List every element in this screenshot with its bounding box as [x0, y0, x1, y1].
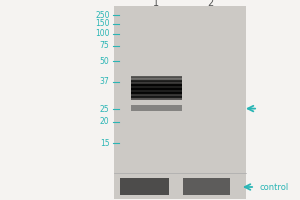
Bar: [183, 178, 230, 195]
Text: 250: 250: [95, 10, 109, 20]
Bar: [130, 76, 182, 78]
Bar: [130, 88, 182, 89]
Bar: [130, 96, 182, 98]
Bar: [130, 94, 182, 95]
Bar: [130, 77, 182, 78]
Bar: [130, 79, 182, 80]
Bar: [130, 88, 182, 90]
Bar: [130, 80, 182, 81]
Text: 1: 1: [153, 0, 159, 8]
Text: 50: 50: [100, 56, 110, 66]
Bar: [130, 99, 182, 100]
Text: 150: 150: [95, 20, 109, 28]
Bar: [130, 105, 182, 111]
Bar: [130, 92, 182, 94]
Bar: [130, 93, 182, 94]
Bar: [130, 86, 182, 87]
Bar: [130, 87, 182, 88]
Bar: [130, 85, 182, 86]
Bar: [130, 80, 182, 82]
Text: 20: 20: [100, 117, 110, 127]
Text: 75: 75: [100, 42, 110, 50]
Bar: [130, 89, 182, 90]
Bar: [120, 178, 169, 195]
Bar: [130, 84, 182, 85]
Bar: [130, 98, 182, 99]
Bar: [130, 83, 182, 84]
Text: 2: 2: [207, 0, 213, 8]
Bar: [130, 91, 182, 92]
Bar: [130, 90, 182, 91]
Bar: [130, 92, 182, 93]
Bar: [130, 95, 182, 96]
Text: 15: 15: [100, 138, 110, 148]
Text: 37: 37: [100, 77, 110, 86]
Bar: [130, 96, 182, 97]
Bar: [130, 76, 182, 77]
Bar: [130, 82, 182, 83]
Bar: [130, 97, 182, 98]
Bar: [130, 84, 182, 86]
Bar: [114, 6, 246, 174]
Bar: [130, 81, 182, 82]
Text: 100: 100: [95, 29, 109, 38]
Bar: [130, 78, 182, 79]
Bar: [114, 174, 246, 199]
Text: 25: 25: [100, 104, 110, 114]
Text: control: control: [260, 182, 289, 192]
